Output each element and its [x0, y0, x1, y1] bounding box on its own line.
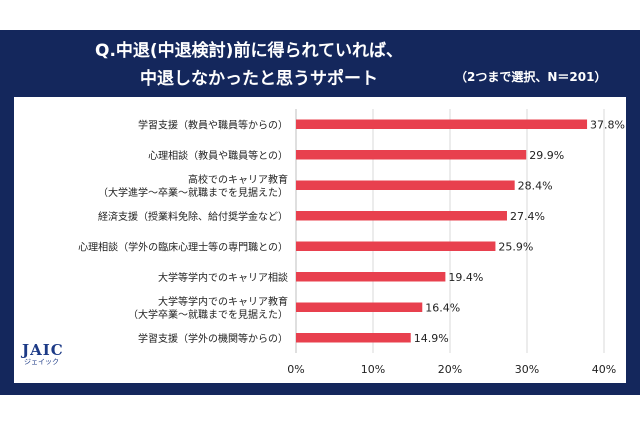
category-label-7: 学習支援（学外の機関等からの）: [138, 332, 288, 345]
x-tick-label-1: 10%: [361, 363, 385, 376]
category-label-0: 学習支援（教員や職員等からの）: [138, 118, 288, 131]
bar-3: [296, 211, 507, 221]
value-label-5: 19.4%: [448, 271, 483, 284]
x-tick-label-4: 40%: [592, 363, 616, 376]
value-label-1: 29.9%: [529, 149, 564, 162]
bar-6: [296, 302, 423, 312]
chart-title-line-1: Q.中退(中退検討)前に得られていれば、: [95, 41, 403, 61]
value-label-7: 14.9%: [414, 332, 449, 345]
category-label-1: 心理相談（教員や職員等との）: [148, 149, 288, 162]
x-tick-label-0: 0%: [287, 363, 304, 376]
category-label-3: 経済支援（授業料免除、給付奨学金など）: [98, 210, 288, 223]
category-label-4: 心理相談（学外の臨床心理士等の専門職との）: [78, 240, 288, 253]
value-label-6: 16.4%: [425, 301, 460, 314]
category-label-5: 大学等学内でのキャリア相談: [158, 271, 288, 284]
category-label-6-line-0: 大学等学内でのキャリア教育: [158, 295, 288, 308]
bar-0: [296, 119, 588, 129]
value-label-2: 28.4%: [518, 179, 553, 192]
chart-subtitle: （2つまで選択、N＝201）: [455, 70, 607, 84]
category-label-2-line-0: 高校でのキャリア教育: [188, 173, 288, 186]
bar-7: [296, 333, 411, 343]
value-label-3: 27.4%: [510, 210, 545, 223]
bar-chart: 学習支援（教員や職員等からの） 37.8% 心理相談（教員や職員等との） 29.9% 高…: [78, 109, 625, 376]
chart-panel: 学習支援（教員や職員等からの） 37.8% 心理相談（教員や職員等との） 29.9% 高…: [14, 97, 626, 383]
value-label-0: 37.8%: [590, 118, 625, 131]
logo-main-text: JAIC: [22, 341, 64, 359]
category-label-2-line-1: （大学進学～卒業～就職までを見据えた）: [98, 186, 288, 199]
category-label-6-line-1: （大学卒業～就職までを見据えた）: [128, 308, 288, 321]
bar-4: [296, 241, 496, 251]
bar-5: [296, 272, 446, 282]
chart-title-line-2: 中退しなかったと思うサポート: [140, 69, 378, 89]
x-tick-label-2: 20%: [438, 363, 462, 376]
bar-1: [296, 150, 527, 160]
value-label-4: 25.9%: [498, 240, 533, 253]
company-logo: JAIC ジェイック: [22, 342, 82, 367]
x-tick-label-3: 30%: [515, 363, 539, 376]
bar-2: [296, 180, 515, 190]
logo-sub-text: ジェイック: [24, 358, 59, 366]
